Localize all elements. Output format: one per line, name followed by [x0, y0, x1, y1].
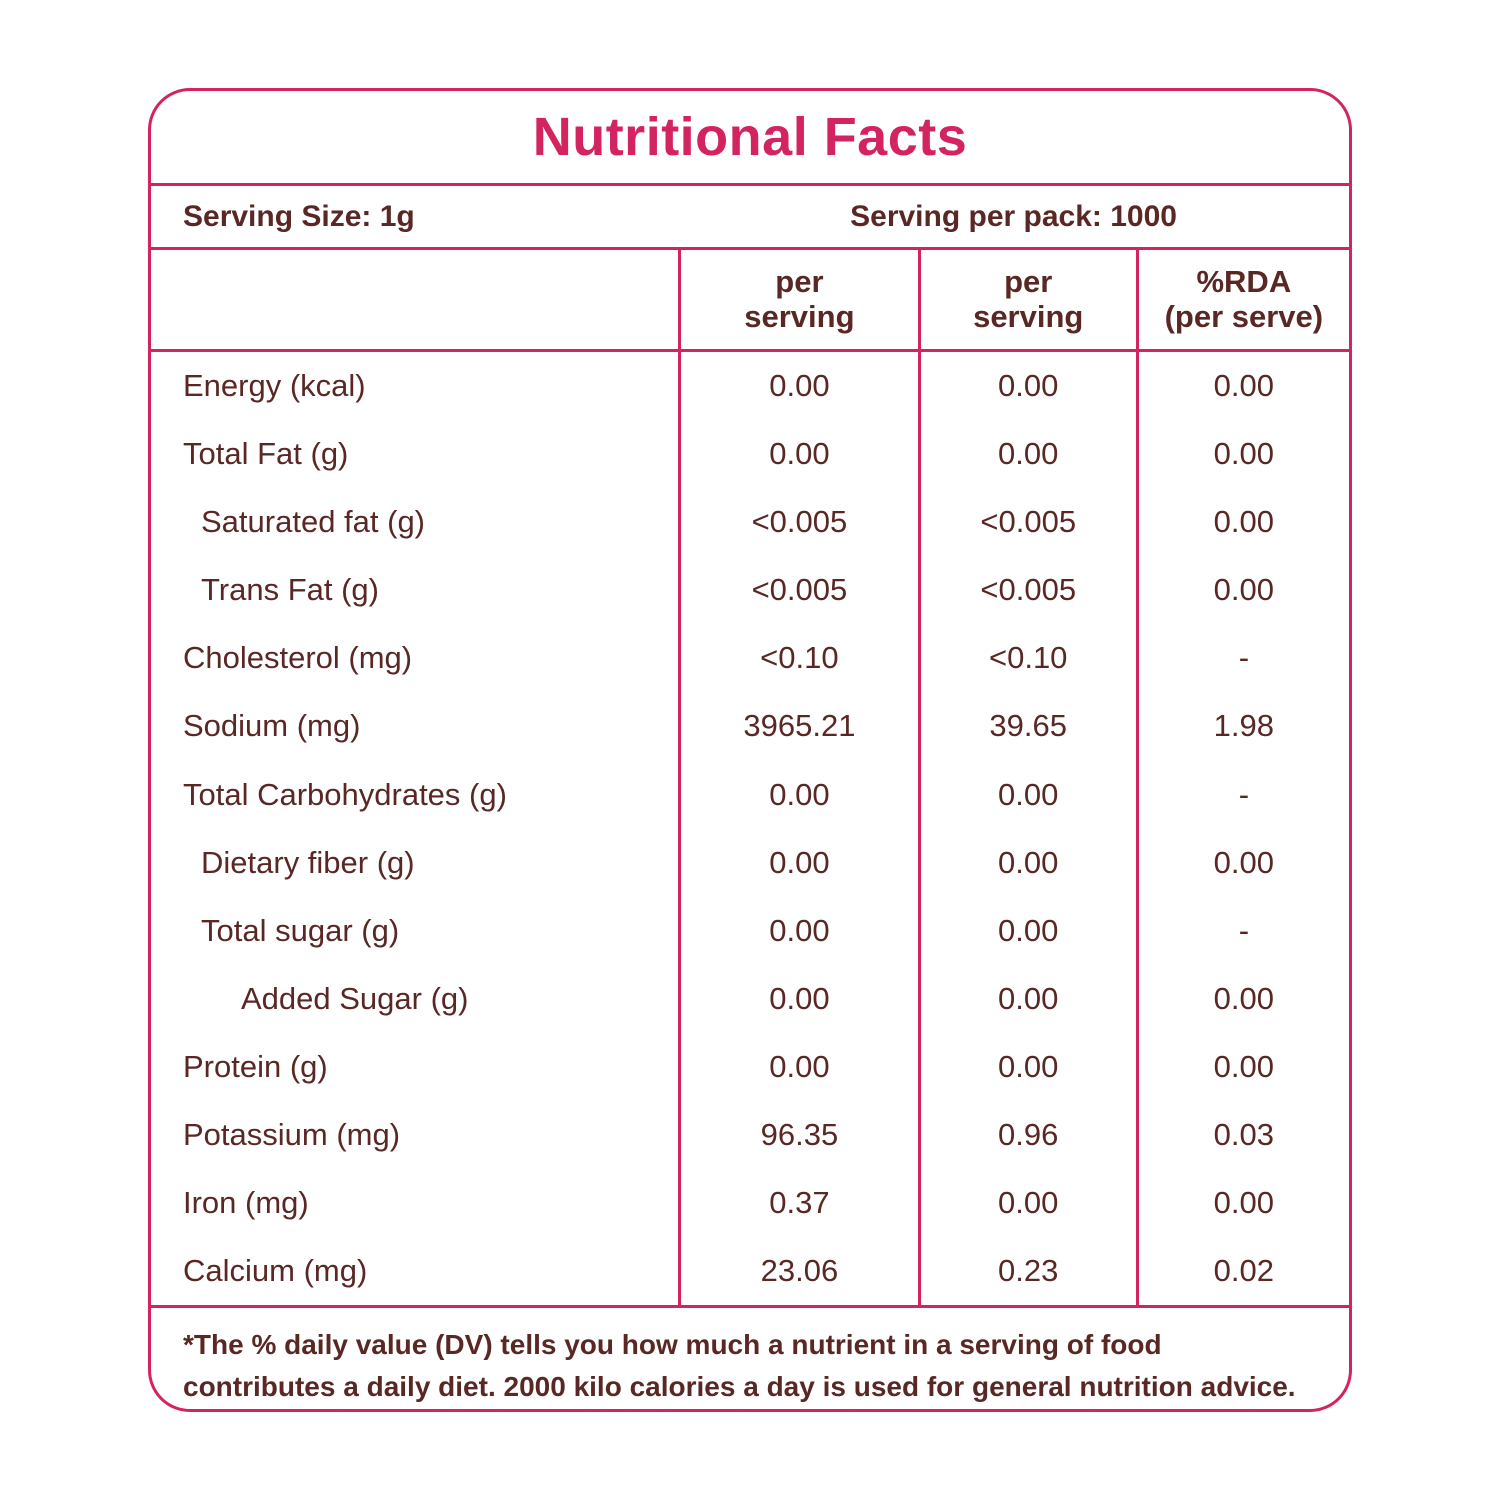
serving-per-pack-label: Serving per pack: 1000: [850, 199, 1177, 233]
title-bar: Nutritional Facts: [151, 91, 1349, 186]
nutrient-label: Energy (kcal): [183, 368, 366, 404]
value-rda: -: [1135, 760, 1349, 829]
table-row: Dietary fiber (g) 0.00 0.00 0.00: [151, 828, 1349, 897]
page-title: Nutritional Facts: [532, 107, 968, 167]
header-line: %RDA: [1196, 263, 1292, 299]
value-per-serving-1: 0.37: [678, 1168, 918, 1238]
value-rda: 0.00: [1135, 1168, 1349, 1238]
value-rda: 0.00: [1135, 420, 1349, 489]
table-row: Energy (kcal) 0.00 0.00 0.00: [151, 352, 1349, 421]
value-per-serving-1: <0.005: [678, 488, 918, 557]
value-rda: 0.00: [1135, 964, 1349, 1033]
table-row: Calcium (mg) 23.06 0.23 0.02: [151, 1237, 1349, 1306]
value-per-serving-1: 0.00: [678, 828, 918, 897]
daily-value-footnote: *The % daily value (DV) tells you how mu…: [151, 1305, 1349, 1409]
value-per-serving-2: <0.005: [917, 488, 1136, 557]
table-row: Trans Fat (g) <0.005 <0.005 0.00: [151, 556, 1349, 625]
value-rda: -: [1135, 896, 1349, 965]
header-line: per: [775, 263, 824, 299]
value-rda: 0.02: [1135, 1237, 1349, 1306]
nutrition-facts-card: Nutritional Facts Serving Size: 1g Servi…: [148, 88, 1352, 1412]
value-rda: -: [1135, 624, 1349, 693]
nutrient-label: Cholesterol (mg): [183, 640, 413, 676]
value-per-serving-1: 0.00: [678, 352, 918, 421]
value-per-serving-1: 0.00: [678, 964, 918, 1033]
value-per-serving-2: 0.00: [917, 828, 1136, 897]
value-per-serving-1: 3965.21: [678, 692, 918, 761]
header-line: (per serve): [1164, 298, 1324, 334]
table-row: Potassium (mg) 96.35 0.96 0.03: [151, 1100, 1349, 1169]
value-per-serving-1: <0.005: [678, 556, 918, 625]
value-per-serving-2: 0.00: [917, 420, 1136, 489]
value-rda: 0.00: [1135, 1032, 1349, 1101]
value-per-serving-2: 0.00: [917, 964, 1136, 1033]
value-per-serving-2: 0.00: [917, 1032, 1136, 1101]
value-per-serving-2: 0.00: [917, 760, 1136, 829]
nutrient-label: Added Sugar (g): [241, 980, 469, 1016]
header-per-serving-2: per serving: [917, 250, 1136, 349]
table-row: Protein (g) 0.00 0.00 0.00: [151, 1032, 1349, 1101]
nutrient-label: Total Fat (g): [183, 436, 349, 472]
table-row: Total Fat (g) 0.00 0.00 0.00: [151, 420, 1349, 489]
nutrient-label: Sodium (mg): [183, 708, 361, 744]
serving-size-label: Serving Size: 1g: [183, 199, 415, 233]
nutrient-label: Saturated fat (g): [201, 504, 426, 540]
value-per-serving-1: 0.00: [678, 760, 918, 829]
value-per-serving-2: <0.005: [917, 556, 1136, 625]
nutrient-label: Iron (mg): [183, 1184, 309, 1220]
value-per-serving-2: 39.65: [917, 692, 1136, 761]
header-rda: %RDA (per serve): [1135, 250, 1349, 349]
value-rda: 0.00: [1135, 556, 1349, 625]
table-row: Sodium (mg) 3965.21 39.65 1.98: [151, 692, 1349, 761]
header-line: per: [1004, 263, 1053, 299]
value-per-serving-2: <0.10: [917, 624, 1136, 693]
nutrient-label: Dietary fiber (g): [201, 844, 415, 880]
serving-info-bar: Serving Size: 1g Serving per pack: 1000: [151, 186, 1349, 250]
header-nutrient-column: [151, 250, 678, 349]
table-header: per serving per serving %RDA (per serve): [151, 250, 1349, 352]
value-rda: 0.00: [1135, 828, 1349, 897]
table-row: Total Carbohydrates (g) 0.00 0.00 -: [151, 760, 1349, 829]
header-line: serving: [973, 298, 1084, 334]
value-per-serving-1: <0.10: [678, 624, 918, 693]
table-row: Added Sugar (g) 0.00 0.00 0.00: [151, 964, 1349, 1033]
table-row: Saturated fat (g) <0.005 <0.005 0.00: [151, 488, 1349, 557]
value-rda: 0.00: [1135, 488, 1349, 557]
table-body: Energy (kcal) 0.00 0.00 0.00 Total Fat (…: [151, 352, 1349, 1306]
nutrient-label: Trans Fat (g): [201, 572, 379, 608]
value-per-serving-1: 23.06: [678, 1237, 918, 1306]
table-row: Total sugar (g) 0.00 0.00 -: [151, 896, 1349, 965]
header-line: serving: [744, 298, 855, 334]
value-per-serving-2: 0.00: [917, 352, 1136, 421]
nutrient-label: Calcium (mg): [183, 1253, 368, 1289]
value-per-serving-2: 0.00: [917, 896, 1136, 965]
table-row: Iron (mg) 0.37 0.00 0.00: [151, 1168, 1349, 1238]
value-rda: 1.98: [1135, 692, 1349, 761]
value-per-serving-1: 0.00: [678, 1032, 918, 1101]
nutrient-label: Potassium (mg): [183, 1116, 401, 1152]
nutrient-label: Total sugar (g): [201, 912, 400, 948]
nutrient-label: Total Carbohydrates (g): [183, 776, 507, 812]
value-rda: 0.03: [1135, 1100, 1349, 1169]
value-per-serving-2: 0.96: [917, 1100, 1136, 1169]
value-per-serving-1: 96.35: [678, 1100, 918, 1169]
value-per-serving-2: 0.00: [917, 1168, 1136, 1238]
value-rda: 0.00: [1135, 352, 1349, 421]
table-row: Cholesterol (mg) <0.10 <0.10 -: [151, 624, 1349, 693]
nutrient-label: Protein (g): [183, 1048, 328, 1084]
header-per-serving-1: per serving: [678, 250, 918, 349]
value-per-serving-1: 0.00: [678, 896, 918, 965]
value-per-serving-1: 0.00: [678, 420, 918, 489]
value-per-serving-2: 0.23: [917, 1237, 1136, 1306]
